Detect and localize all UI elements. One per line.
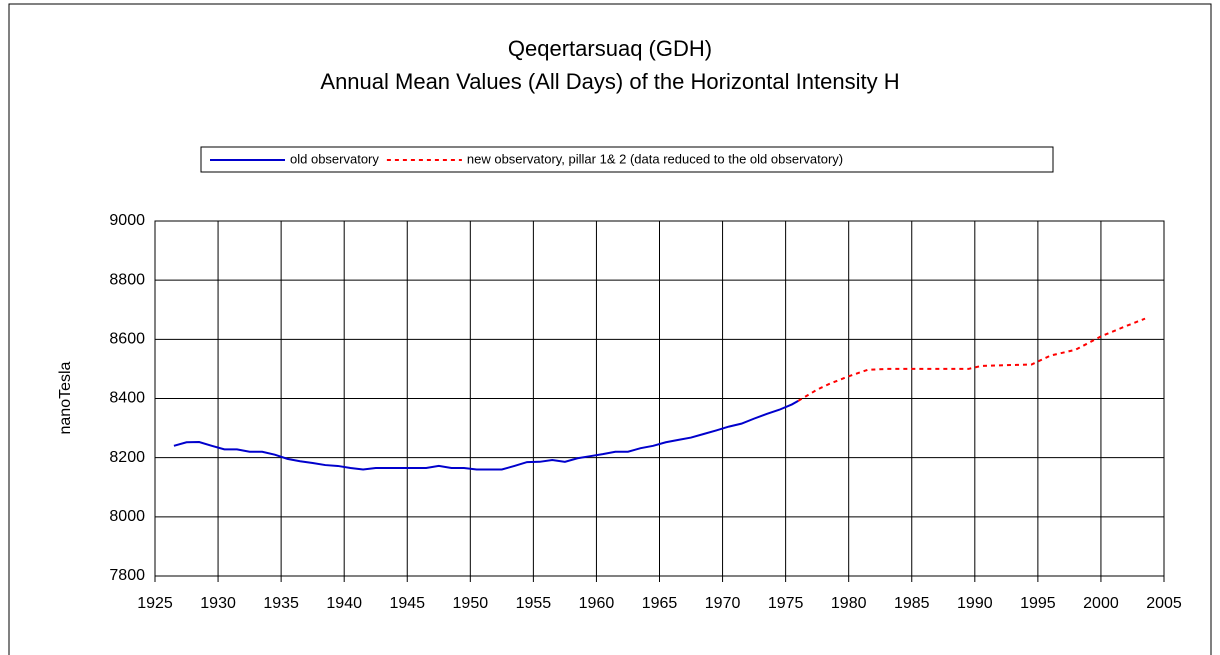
- y-tick-label: 8400: [109, 390, 145, 407]
- x-tick-label: 1980: [831, 595, 867, 612]
- x-tick-label: 2005: [1146, 595, 1182, 612]
- y-tick-label: 8600: [109, 331, 145, 348]
- legend-box: [200, 146, 1054, 173]
- x-tick-label: 1945: [389, 595, 425, 612]
- x-tick-label: 1950: [453, 595, 489, 612]
- x-tick-label: 1975: [768, 595, 804, 612]
- y-tick-label: 7800: [109, 567, 145, 584]
- plot-border: [154, 220, 1165, 577]
- x-tick-label: 1930: [200, 595, 236, 612]
- x-tick-label: 1970: [705, 595, 741, 612]
- y-tick-label: 8800: [109, 271, 145, 288]
- x-tick-label: 1955: [516, 595, 552, 612]
- x-tick-label: 1940: [326, 595, 362, 612]
- x-tick-label: 1965: [642, 595, 678, 612]
- y-tick-label: 8000: [109, 508, 145, 525]
- x-tick-label: 1960: [579, 595, 615, 612]
- chart-title: Qeqertarsuaq (GDH): [508, 36, 712, 61]
- legend-label: new observatory, pillar 1& 2 (data reduc…: [467, 151, 843, 166]
- y-tick-label: 9000: [109, 212, 145, 229]
- y-tick-label: 8200: [109, 449, 145, 466]
- x-tick-label: 1995: [1020, 595, 1056, 612]
- series-line: [797, 317, 1146, 402]
- x-tick-label: 1990: [957, 595, 993, 612]
- x-tick-label: 1985: [894, 595, 930, 612]
- x-tick-label: 1935: [263, 595, 299, 612]
- y-axis-label: nanoTesla: [57, 361, 74, 434]
- series-line: [173, 399, 799, 471]
- x-tick-label: 1925: [137, 595, 173, 612]
- legend-label: old observatory: [290, 151, 379, 166]
- frame: [8, 3, 1212, 655]
- x-tick-label: 2000: [1083, 595, 1119, 612]
- chart-subtitle: Annual Mean Values (All Days) of the Hor…: [320, 69, 899, 94]
